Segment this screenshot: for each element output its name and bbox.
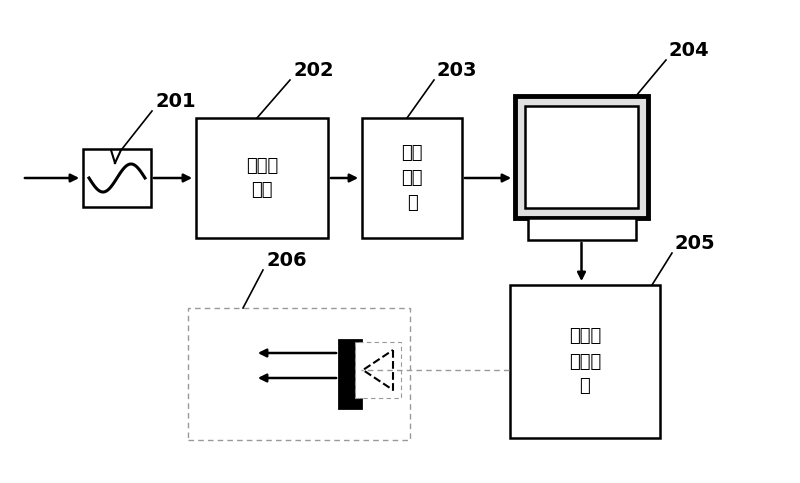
Text: 信号转
换编码
器: 信号转 换编码 器 [569,327,601,396]
Text: 数据
存储
器: 数据 存储 器 [402,144,422,212]
Bar [339,340,361,408]
Text: 206: 206 [266,251,306,270]
Bar [525,106,638,208]
Text: 205: 205 [675,234,716,253]
Bar [515,96,648,218]
Text: 202: 202 [293,61,334,80]
Text: 数据解
码器: 数据解 码器 [246,156,278,199]
Bar [510,285,660,438]
Text: 203: 203 [437,61,478,80]
Bar [362,118,462,238]
Bar [83,149,151,207]
Bar [196,118,328,238]
Bar [188,308,410,440]
Bar [528,218,636,240]
Bar [355,342,401,398]
Text: 201: 201 [155,92,196,111]
Text: 204: 204 [669,41,710,60]
